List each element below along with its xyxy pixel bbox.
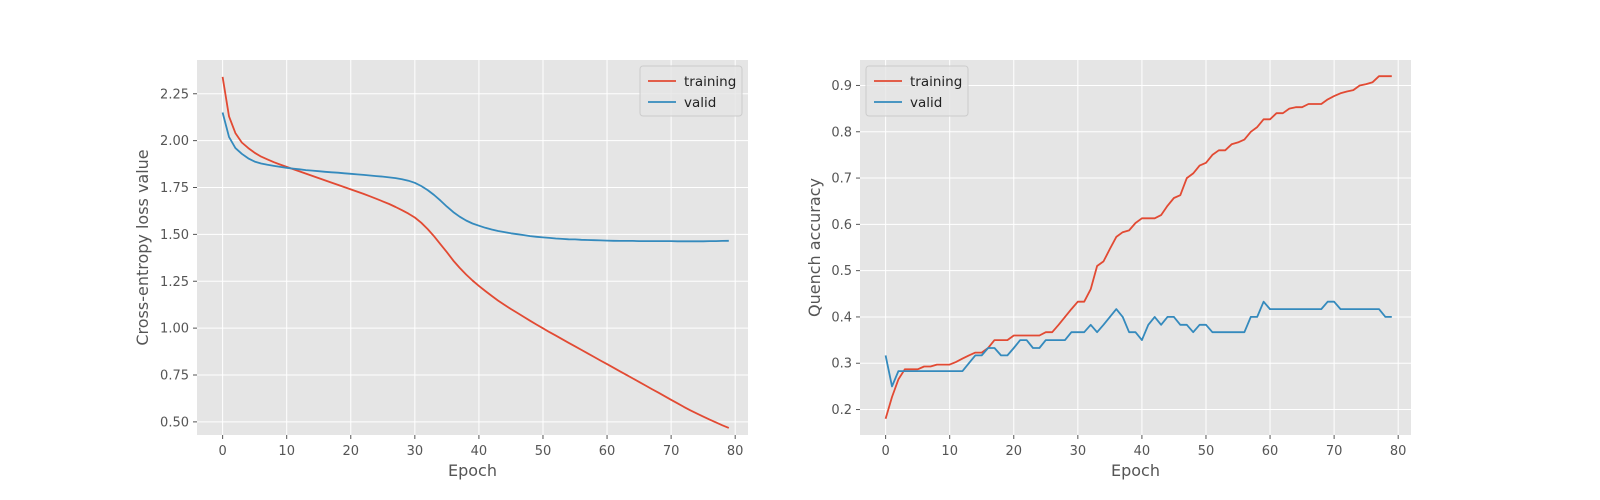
y-tick-label: 2.00	[160, 134, 189, 149]
x-tick-label: 80	[727, 444, 744, 459]
x-tick-label: 50	[1198, 444, 1215, 459]
y-tick-label: 0.7	[831, 172, 852, 187]
x-tick-label: 0	[881, 444, 889, 459]
y-tick-label: 0.6	[831, 218, 852, 233]
y-tick-label: 1.75	[160, 181, 189, 196]
x-tick-label: 70	[1326, 444, 1343, 459]
x-tick-label: 60	[1262, 444, 1279, 459]
series-line-training	[221, 76, 730, 429]
y-tick-label: 0.8	[831, 125, 852, 140]
y-tick-label: 0.9	[831, 79, 852, 94]
plot-area	[860, 60, 1411, 435]
y-tick-label: 0.3	[831, 357, 852, 372]
legend: training valid	[865, 65, 969, 117]
legend-label-valid: valid	[684, 95, 716, 111]
legend-box	[639, 65, 743, 117]
x-tick-label: 20	[1005, 444, 1022, 459]
legend-label-training: training	[684, 74, 736, 90]
x-tick-label: 80	[1390, 444, 1407, 459]
y-axis-label: Quench accuracy	[805, 178, 824, 317]
x-tick-label: 50	[535, 444, 552, 459]
chart-panel-2: 0 10 20 30 40 50 60 70 80 0.2 0.3 0.4 0.5 0.6 0.7 0.8 0.…	[805, 60, 1411, 480]
legend-label-valid: valid	[910, 95, 942, 111]
y-tick-label: 0.50	[160, 415, 189, 430]
x-axis-label: Epoch	[1111, 461, 1160, 480]
x-tick-label: 30	[407, 444, 424, 459]
legend: training valid	[639, 65, 743, 117]
y-tick-label: 1.25	[160, 275, 189, 290]
series-line-valid	[884, 300, 1392, 388]
x-tick-label: 60	[599, 444, 616, 459]
y-axis-label: Cross-entropy loss value	[133, 149, 152, 345]
x-tick-label: 70	[663, 444, 680, 459]
y-tick-label: 1.50	[160, 228, 189, 243]
x-tick-label: 20	[342, 444, 359, 459]
x-tick-label: 10	[941, 444, 958, 459]
y-tick-label: 0.5	[831, 264, 852, 279]
series-line-training	[884, 75, 1392, 420]
y-tick-label: 2.25	[160, 87, 189, 102]
x-tick-label: 40	[471, 444, 488, 459]
x-tick-label: 30	[1070, 444, 1087, 459]
x-tick-label: 40	[1134, 444, 1151, 459]
y-tick-label: 0.75	[160, 369, 189, 384]
x-tick-label: 10	[278, 444, 295, 459]
x-axis-label: Epoch	[448, 461, 497, 480]
y-tick-label: 0.2	[831, 403, 852, 418]
legend-label-training: training	[910, 74, 962, 90]
series-line-valid	[221, 112, 729, 243]
y-tick-label: 0.4	[831, 310, 852, 325]
y-tick-label: 1.00	[160, 322, 189, 337]
x-tick-label: 0	[218, 444, 226, 459]
plot-area	[197, 60, 748, 435]
chart-panel-1: 0 10 20 30 40 50 60 70 80 0.50 0.75 1.00 1.25 1.50 1.7…	[133, 60, 748, 480]
legend-box	[865, 65, 969, 117]
